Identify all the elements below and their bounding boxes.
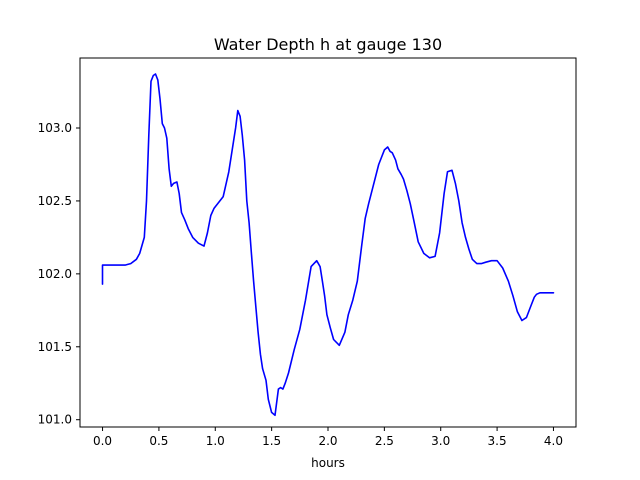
x-tick-label: 1.0 [206, 434, 225, 448]
chart-title: Water Depth h at gauge 130 [214, 35, 442, 54]
x-axis: 0.0 0.5 1.0 1.5 2.0 2.5 3.0 3.5 4.0 [93, 427, 563, 448]
x-tick-label: 0.0 [93, 434, 112, 448]
x-axis-label: hours [311, 456, 345, 470]
y-tick-label: 103.0 [38, 121, 72, 135]
series-line [101, 73, 555, 417]
x-tick-label: 2.0 [318, 434, 337, 448]
x-tick-label: 3.5 [488, 434, 507, 448]
x-tick-label: 3.0 [431, 434, 450, 448]
series-layer [101, 73, 555, 417]
x-tick-label: 4.0 [544, 434, 563, 448]
plot-area: 0.0 0.5 1.0 1.5 2.0 2.5 3.0 3.5 4.0 101.0101.510… [38, 57, 577, 448]
y-tick-label: 101.5 [38, 340, 72, 354]
y-tick-label: 102.0 [38, 267, 72, 281]
y-axis: 101.0 101.5 102.0 102.5 103.0 [38, 121, 80, 427]
x-tick-label: 0.5 [149, 434, 168, 448]
x-tick-label: 1.5 [262, 434, 281, 448]
x-tick-label: 2.5 [375, 434, 394, 448]
y-tick-label: 102.5 [38, 194, 72, 208]
y-tick-label: 101.0 [38, 413, 72, 427]
